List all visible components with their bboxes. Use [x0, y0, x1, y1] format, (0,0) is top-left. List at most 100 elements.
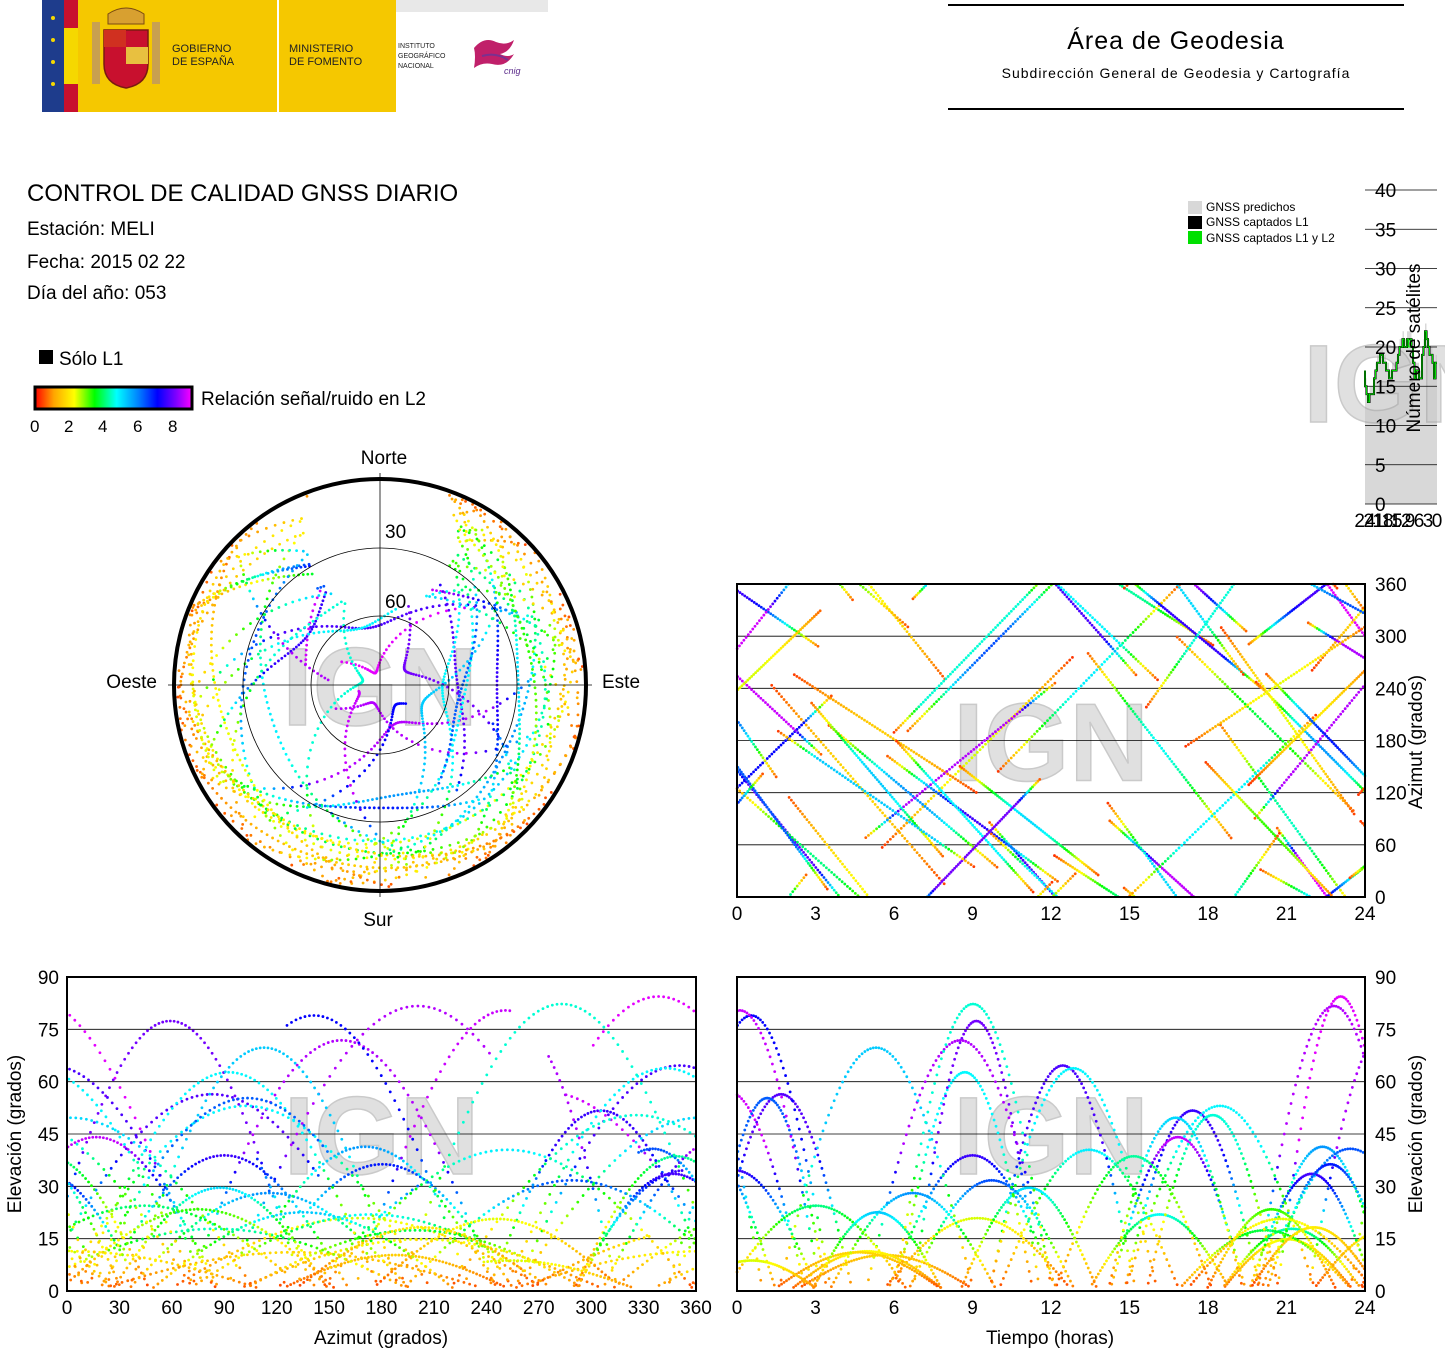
- track-point: [1240, 798, 1243, 802]
- track-point: [564, 754, 568, 758]
- track-point: [304, 827, 307, 831]
- track-point: [910, 798, 914, 802]
- track-point: [323, 804, 327, 808]
- track-point: [500, 574, 504, 578]
- track-point: [1219, 606, 1223, 610]
- track-point: [874, 597, 878, 601]
- track-point: [994, 639, 998, 643]
- track-point: [246, 773, 250, 777]
- track-point: [512, 768, 516, 772]
- track-point: [215, 803, 219, 807]
- track-point: [508, 740, 512, 743]
- track-point: [489, 531, 493, 535]
- track-point: [342, 617, 346, 620]
- track-point: [1037, 827, 1041, 830]
- track-point: [537, 807, 541, 811]
- track-point: [1223, 631, 1227, 635]
- track-point: [343, 845, 346, 848]
- track-point: [303, 625, 307, 629]
- track-point: [546, 633, 549, 637]
- track-point: [1141, 849, 1145, 852]
- track-point: [308, 630, 312, 634]
- track-point: [1149, 856, 1153, 860]
- track-point: [1311, 769, 1315, 773]
- track-point: [838, 859, 842, 863]
- track-point: [1271, 759, 1275, 763]
- track-point: [533, 617, 537, 621]
- track-point: [272, 631, 276, 634]
- track-point: [1000, 838, 1004, 842]
- track-point: [844, 768, 848, 772]
- track-point: [478, 858, 482, 862]
- track-point: [1106, 801, 1110, 805]
- track-point: [246, 784, 250, 788]
- track-point: [365, 867, 369, 871]
- track-point: [1259, 682, 1263, 685]
- y-tick-label: 25: [1375, 299, 1396, 320]
- track-point: [1102, 886, 1106, 890]
- track-point: [1328, 738, 1332, 742]
- track-point: [561, 603, 565, 607]
- track-point: [1290, 852, 1294, 855]
- track-point: [1316, 740, 1320, 743]
- track-point: [1016, 800, 1020, 804]
- track-point: [746, 796, 749, 800]
- track-point: [1067, 593, 1070, 596]
- track-point: [953, 866, 957, 870]
- track-point: [920, 587, 924, 591]
- track-point: [1218, 677, 1222, 681]
- track-point: [1195, 609, 1199, 613]
- track-point: [1202, 822, 1206, 826]
- track-point: [447, 723, 451, 726]
- track-point: [1324, 869, 1328, 872]
- track-point: [445, 590, 449, 593]
- track-point: [1341, 599, 1345, 603]
- track-point: [467, 661, 471, 665]
- track-point: [1004, 721, 1008, 725]
- track-point: [310, 848, 314, 852]
- track-point: [1234, 620, 1238, 624]
- track-point: [500, 581, 504, 585]
- track-point: [1124, 888, 1128, 892]
- track-point: [972, 775, 976, 779]
- track-point: [998, 795, 1001, 799]
- track-point: [1314, 855, 1318, 859]
- track-point: [901, 808, 905, 812]
- track-point: [249, 833, 253, 837]
- track-point: [1162, 878, 1166, 881]
- track-point: [220, 592, 224, 596]
- track-point: [307, 632, 310, 636]
- track-point: [1152, 864, 1156, 868]
- track-point: [232, 587, 236, 591]
- track-point: [239, 559, 243, 563]
- track-point: [371, 798, 374, 801]
- track-point: [497, 549, 501, 552]
- track-point: [349, 783, 352, 787]
- track-point: [301, 830, 304, 834]
- track-point: [1077, 870, 1081, 874]
- track-point: [742, 729, 746, 733]
- track-point: [556, 638, 560, 642]
- track-point: [822, 876, 826, 879]
- track-point: [423, 849, 426, 853]
- track-point: [386, 846, 390, 850]
- track-point: [363, 806, 367, 810]
- track-point: [467, 841, 471, 845]
- track-point: [269, 816, 273, 819]
- track-point: [495, 705, 499, 708]
- track-point: [541, 715, 545, 719]
- track-point: [517, 708, 521, 712]
- track-point: [1103, 660, 1106, 664]
- track-point: [246, 799, 249, 803]
- track-point: [1294, 752, 1297, 755]
- track-point: [388, 794, 392, 798]
- track-point: [1280, 784, 1284, 787]
- track-point: [440, 721, 444, 725]
- track-point: [1251, 710, 1255, 713]
- track-point: [1256, 769, 1260, 773]
- track-point: [1341, 710, 1345, 713]
- track-point: [1318, 713, 1321, 717]
- track-point: [828, 723, 832, 727]
- track-point: [219, 764, 223, 768]
- track-point: [480, 821, 484, 824]
